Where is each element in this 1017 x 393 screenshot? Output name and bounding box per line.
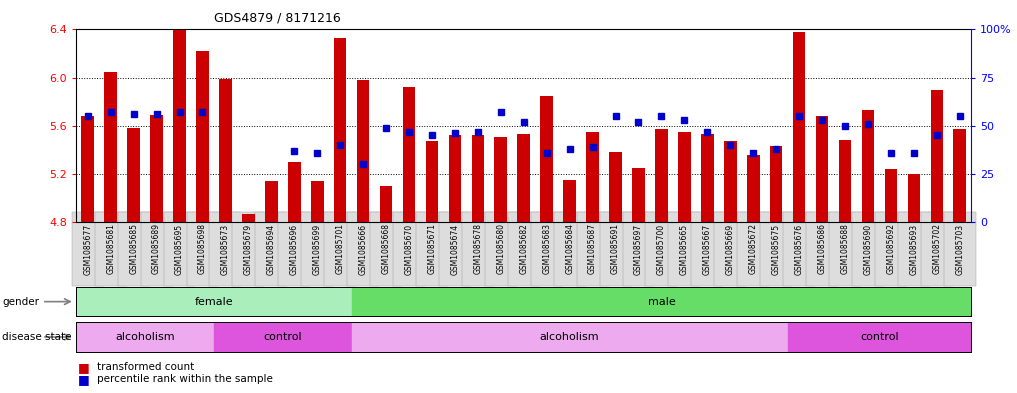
Bar (76, 322, 214, 352)
Bar (770, 146, 782, 222)
Text: GDS4879 / 8171216: GDS4879 / 8171216 (214, 12, 341, 25)
Text: control: control (860, 332, 899, 342)
Bar (954, 129, 966, 222)
Bar (586, 132, 599, 222)
Bar (861, 110, 875, 222)
Text: transformed count: transformed count (97, 362, 194, 373)
Bar (609, 152, 621, 222)
Bar (633, 168, 645, 222)
Bar (352, 287, 971, 316)
Bar (81, 116, 94, 222)
Bar (472, 135, 484, 222)
Bar (907, 174, 920, 222)
Text: control: control (263, 332, 302, 342)
Bar (214, 322, 352, 352)
Bar (540, 95, 553, 222)
Bar (839, 140, 851, 222)
Bar (403, 87, 415, 222)
Text: ■: ■ (78, 373, 91, 386)
Text: gender: gender (2, 297, 39, 307)
Bar (518, 134, 530, 222)
Text: alcoholism: alcoholism (115, 332, 175, 342)
Bar (885, 169, 897, 222)
Text: male: male (648, 297, 675, 307)
Bar (816, 116, 829, 222)
Bar (242, 214, 254, 222)
Bar (76, 287, 352, 316)
Bar (219, 79, 232, 222)
Bar (288, 162, 301, 222)
Bar (151, 115, 163, 222)
Bar (724, 141, 736, 222)
Bar (357, 80, 369, 222)
Text: percentile rank within the sample: percentile rank within the sample (97, 374, 273, 384)
Bar (494, 137, 507, 222)
Bar (678, 132, 691, 222)
Bar (352, 322, 787, 352)
Bar (105, 72, 117, 222)
Text: female: female (194, 297, 233, 307)
Bar (448, 135, 462, 222)
Text: alcoholism: alcoholism (540, 332, 599, 342)
Bar (127, 128, 140, 222)
Bar (931, 90, 943, 222)
Bar (334, 38, 347, 222)
Bar (655, 129, 668, 222)
Text: ■: ■ (78, 361, 91, 374)
Bar (173, 0, 186, 222)
Bar (746, 154, 760, 222)
Bar (787, 322, 971, 352)
Bar (265, 181, 278, 222)
Bar (563, 180, 576, 222)
Bar (426, 141, 438, 222)
Bar (196, 51, 208, 222)
Bar (379, 186, 393, 222)
Bar (701, 134, 714, 222)
Text: disease state: disease state (2, 332, 71, 342)
Bar (311, 181, 323, 222)
Bar (793, 32, 805, 222)
